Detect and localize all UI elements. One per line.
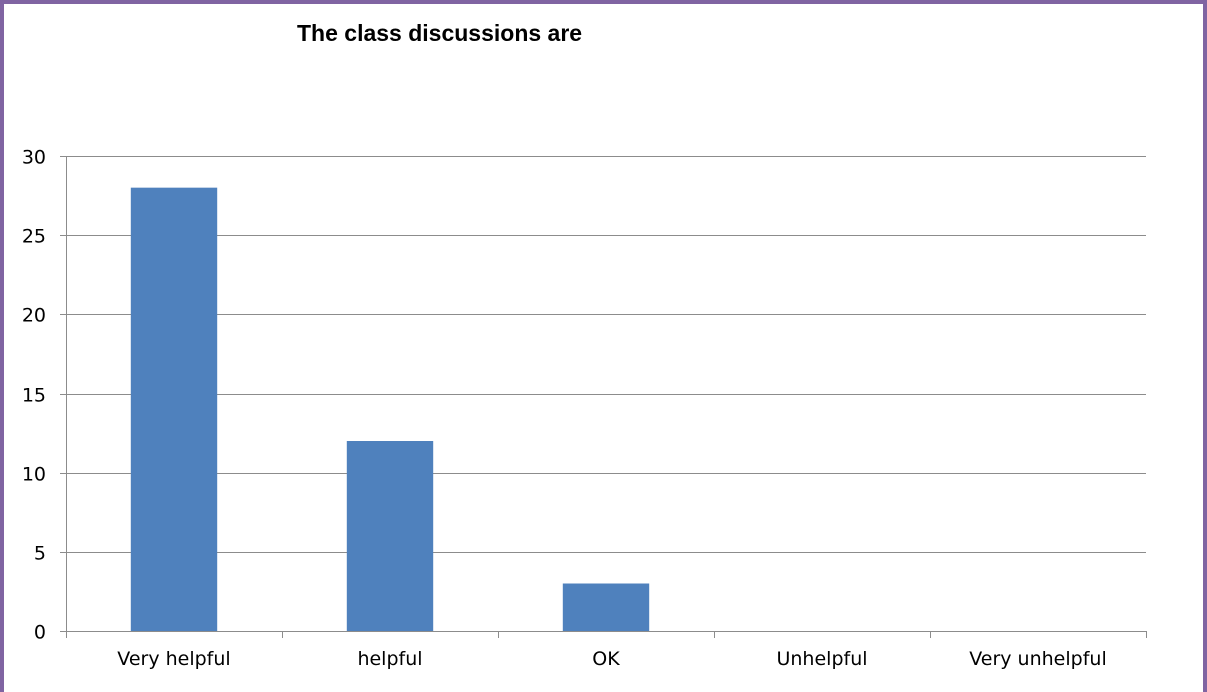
y-tick-label: 5	[34, 543, 46, 565]
x-tick-label: Very unhelpful	[969, 648, 1106, 670]
x-tick-label: Unhelpful	[776, 648, 867, 670]
x-tick-label: OK	[592, 648, 620, 670]
x-tick-labels: Very helpful helpful OK Unhelpful Very unhel…	[117, 648, 1106, 670]
y-tick-label: 0	[34, 622, 46, 644]
y-tick-label: 15	[22, 385, 46, 407]
y-tick-label: 10	[22, 464, 46, 486]
x-tick-label: Very helpful	[117, 648, 230, 670]
x-tick-label: helpful	[357, 648, 422, 670]
bar-helpful	[346, 441, 434, 631]
y-tick-label: 20	[22, 305, 46, 327]
bar-ok	[562, 583, 650, 631]
bar-very-helpful	[130, 187, 218, 631]
axes	[60, 156, 1147, 638]
bar-chart: 0 5 10 15 20 25 30 Very helpful helpful OK Unhelp…	[22, 147, 1147, 670]
gridlines	[66, 156, 1146, 553]
y-tick-label: 25	[22, 226, 46, 248]
chart-title: The class discussions are	[297, 20, 583, 46]
bars	[130, 187, 650, 631]
y-tick-labels: 0 5 10 15 20 25 30	[22, 147, 46, 644]
y-tick-label: 30	[22, 147, 46, 169]
